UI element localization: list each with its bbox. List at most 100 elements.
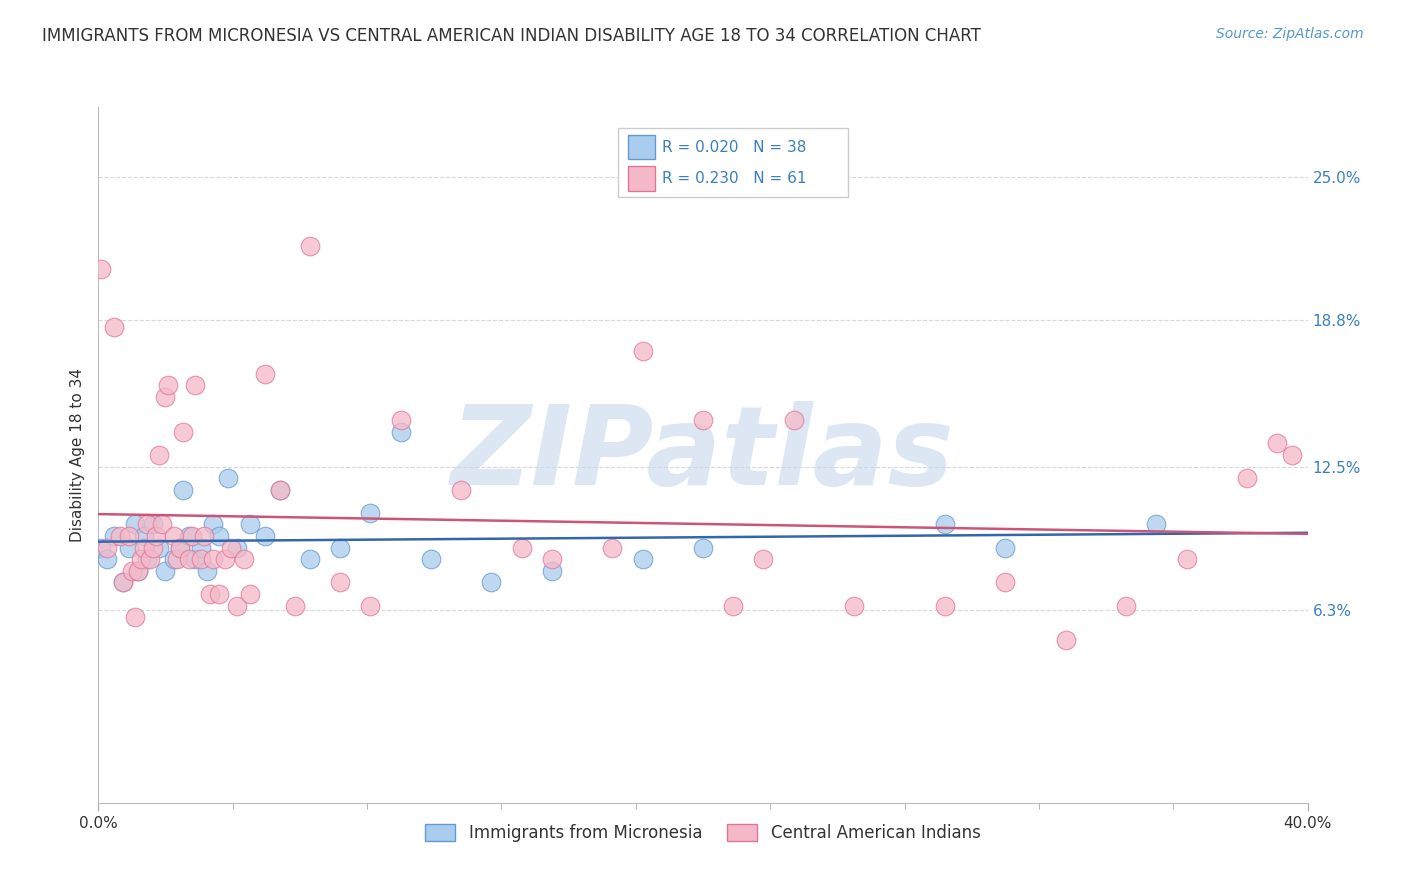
Point (184, 378, 207, 392)
Point (360, 599, 382, 613)
Point (540, 564, 562, 578)
Point (90, 541, 112, 555)
Point (96, 552, 118, 566)
Point (232, 552, 254, 566)
Point (166, 552, 188, 566)
Point (103, 320, 125, 334)
Point (124, 517, 146, 532)
Point (723, 599, 745, 613)
Point (208, 529, 231, 543)
Point (934, 517, 956, 532)
Point (1115, 599, 1137, 613)
Point (103, 529, 125, 543)
Point (540, 552, 562, 566)
Point (181, 529, 204, 543)
Point (299, 239, 322, 253)
Point (179, 529, 201, 543)
Point (420, 552, 443, 566)
Point (121, 564, 143, 578)
Text: IMMIGRANTS FROM MICRONESIA VS CENTRAL AMERICAN INDIAN DISABILITY AGE 18 TO 34 CO: IMMIGRANTS FROM MICRONESIA VS CENTRAL AM… (42, 27, 981, 45)
Point (692, 541, 714, 555)
Point (190, 541, 212, 555)
Point (1175, 552, 1198, 566)
Point (108, 529, 131, 543)
Point (90, 262, 112, 277)
Point (195, 564, 218, 578)
Point (148, 448, 170, 462)
Point (118, 529, 141, 543)
Point (269, 483, 291, 497)
Point (184, 552, 207, 566)
Point (221, 541, 243, 555)
Point (193, 529, 215, 543)
Point (631, 552, 654, 566)
Point (129, 552, 152, 566)
Point (329, 575, 352, 590)
Text: Source: ZipAtlas.com: Source: ZipAtlas.com (1216, 27, 1364, 41)
Point (360, 506, 382, 520)
Point (150, 517, 173, 532)
Point (156, 378, 179, 392)
Point (253, 529, 276, 543)
Point (299, 552, 322, 566)
Point (389, 413, 412, 427)
Point (172, 425, 194, 439)
Point (692, 413, 714, 427)
Point (111, 575, 134, 590)
Point (602, 541, 624, 555)
Point (1054, 633, 1077, 648)
Point (142, 541, 165, 555)
Point (163, 552, 186, 566)
Point (1144, 517, 1167, 532)
Point (208, 587, 231, 601)
Point (1281, 448, 1303, 462)
Point (214, 552, 236, 566)
Point (202, 552, 225, 566)
Point (239, 517, 262, 532)
Point (124, 610, 146, 624)
Point (153, 564, 176, 578)
Point (994, 541, 1017, 555)
Point (226, 541, 249, 555)
Point (145, 529, 167, 543)
Point (329, 541, 352, 555)
Point (169, 541, 191, 555)
Point (142, 517, 165, 532)
Point (135, 517, 157, 532)
Point (202, 517, 225, 532)
Point (118, 541, 141, 555)
Point (127, 564, 149, 578)
Point (135, 552, 157, 566)
Point (200, 587, 222, 601)
Point (631, 343, 654, 358)
Point (269, 483, 291, 497)
Point (111, 575, 134, 590)
Point (163, 529, 186, 543)
Point (132, 529, 155, 543)
Point (217, 471, 239, 485)
Point (190, 552, 212, 566)
Point (1236, 471, 1258, 485)
Point (481, 575, 503, 590)
Point (139, 552, 162, 566)
Text: ZIPatlas: ZIPatlas (451, 401, 955, 508)
Point (96, 541, 118, 555)
Point (844, 599, 866, 613)
Point (783, 413, 806, 427)
Y-axis label: Disability Age 18 to 34: Disability Age 18 to 34 (69, 368, 84, 542)
Point (226, 599, 249, 613)
Point (284, 599, 307, 613)
Point (389, 425, 412, 439)
Legend: Immigrants from Micronesia, Central American Indians: Immigrants from Micronesia, Central Amer… (418, 815, 988, 850)
Point (169, 541, 191, 555)
Point (1267, 436, 1289, 450)
Point (253, 367, 276, 381)
Point (239, 587, 262, 601)
Point (450, 483, 472, 497)
Point (132, 541, 155, 555)
Point (752, 552, 775, 566)
Point (148, 541, 170, 555)
Point (153, 390, 176, 404)
Point (172, 483, 194, 497)
Point (179, 552, 201, 566)
